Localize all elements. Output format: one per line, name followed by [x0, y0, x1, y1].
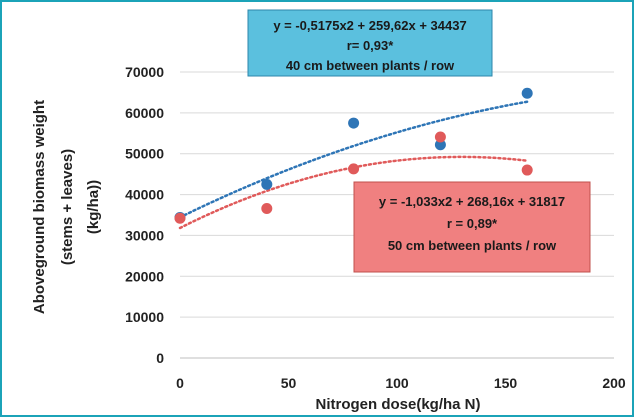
annotation-text-series-1: y = -0,5175x2 + 259,62x + 34437: [273, 18, 466, 33]
y-axis-title: Aboveground biomass weight: [31, 100, 48, 314]
x-tick-label: 100: [385, 375, 409, 391]
annotation-text-series-2: y = -1,033x2 + 268,16x + 31817: [379, 194, 565, 209]
x-tick-label: 50: [281, 375, 297, 391]
annotation-box-series-2: [353, 181, 591, 273]
x-axis-title: Nitrogen dose(kg/ha N): [315, 396, 480, 413]
y-tick-label: 20000: [125, 268, 164, 284]
y-tick-label: 60000: [125, 105, 164, 121]
annotation-layer: y = -0,5175x2 + 259,62x + 34437 r= 0,93* 4…: [247, 9, 591, 273]
y-tick-label: 40000: [125, 187, 164, 203]
data-point-series-1: [521, 87, 533, 99]
data-point-series-2: [521, 164, 533, 176]
data-point-series-2: [348, 163, 360, 175]
data-point-series-1: [261, 178, 273, 190]
data-point-series-1: [348, 117, 360, 129]
data-point-series-1: [434, 139, 446, 151]
y-axis-title-3: (kg/ha)): [85, 180, 102, 234]
y-tick-label: 30000: [125, 227, 164, 243]
data-point-series-2: [174, 212, 186, 224]
data-point-layer: [174, 87, 533, 224]
y-tick-label: 50000: [125, 146, 164, 162]
annotation-text-series-2: r = 0,89*: [447, 216, 498, 231]
annotation-text-series-1: r= 0,93*: [347, 38, 395, 53]
x-tick-label: 150: [494, 375, 518, 391]
y-axis-title-line-2: (stems + leaves): [59, 149, 76, 265]
data-point-series-2: [434, 131, 446, 143]
y-axis-title-2: (stems + leaves): [59, 149, 76, 265]
annotation-text-series-1: 40 cm between plants / row: [286, 58, 455, 73]
y-tick-label: 10000: [125, 309, 164, 325]
trendline-series-1: [178, 100, 529, 219]
y-tick-label: 70000: [125, 64, 164, 80]
x-tick-label: 200: [602, 375, 626, 391]
y-axis-title-line-3: (kg/ha)): [85, 180, 102, 234]
scatter-chart: 0 10000 20000 30000 40000 50000 60000 70000 0 50 1…: [31, 9, 626, 413]
tick-label-layer: 0 10000 20000 30000 40000 50000 60000 70000 0 50 1…: [125, 64, 626, 391]
y-tick-label: 0: [156, 350, 164, 366]
data-point-series-2: [261, 202, 273, 214]
y-axis-title-line-1: Aboveground biomass weight: [31, 100, 48, 314]
annotation-text-series-2: 50 cm between plants / row: [388, 238, 557, 253]
x-tick-label: 0: [176, 375, 184, 391]
annotation-box-series-1: [247, 9, 493, 77]
